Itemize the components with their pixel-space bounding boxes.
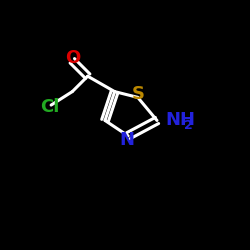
- Text: S: S: [132, 86, 145, 103]
- Text: 2: 2: [184, 119, 193, 132]
- Text: NH: NH: [165, 112, 195, 130]
- Text: Cl: Cl: [40, 98, 60, 116]
- Text: N: N: [120, 131, 135, 149]
- Text: O: O: [65, 49, 80, 67]
